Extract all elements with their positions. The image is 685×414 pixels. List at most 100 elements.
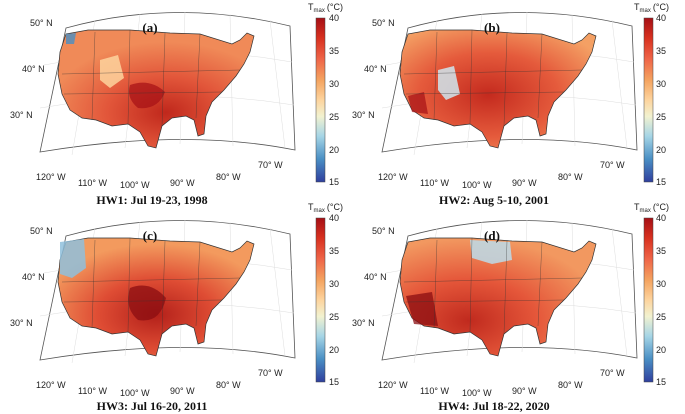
cool-patch-north-plains — [470, 240, 512, 264]
colorbar-tick: 35 — [656, 46, 666, 56]
hot-core-southern-plains — [128, 285, 166, 321]
colorbar-title: Tmax (°C) — [308, 2, 343, 14]
lon-label-80: 80° W — [216, 172, 241, 182]
colorbar-scale — [315, 17, 326, 183]
colorbar-tick: 20 — [656, 345, 666, 355]
colorbar-title: Tmax (°C) — [634, 2, 669, 14]
lon-label-90: 90° W — [512, 386, 537, 396]
colorbar-tick: 20 — [329, 145, 339, 155]
colorbar-scale — [315, 217, 326, 383]
lon-label-90: 90° W — [170, 178, 195, 188]
us-heat-map — [399, 29, 597, 149]
lon-label-110: 110° W — [420, 178, 449, 188]
lon-label-120: 120° W — [36, 380, 66, 390]
lat-label-50: 50° N — [372, 226, 395, 236]
lon-label-110: 110° W — [78, 178, 107, 188]
colorbar-tick: 40 — [656, 13, 666, 23]
state-borders — [403, 237, 583, 335]
lat-label-40: 40° N — [364, 272, 387, 282]
panel-label: (c) — [143, 228, 157, 243]
map-frame — [381, 220, 638, 361]
map-frame — [39, 220, 296, 361]
colorbar-d: Tmax (°C) 40 35 30 25 20 15 — [634, 202, 669, 387]
us-heat-map — [399, 237, 597, 357]
colorbar-tick: 30 — [329, 279, 339, 289]
map-frame — [39, 12, 296, 153]
cool-patch-nw — [66, 33, 76, 44]
lat-label-50: 50° N — [30, 226, 53, 236]
lon-label-70: 70° W — [600, 160, 625, 170]
colorbar-scale — [643, 217, 654, 383]
colorbar-tick: 35 — [329, 246, 339, 256]
lon-label-70: 70° W — [258, 368, 283, 378]
lat-label-50: 50° N — [30, 18, 53, 28]
colorbar-title: Tmax (°C) — [634, 202, 669, 214]
lon-label-120: 120° W — [36, 172, 66, 182]
colorbar-tick: 25 — [329, 312, 339, 322]
panel-b: (b) 50° N 40° N 30° N 120° W 110° W 100°… — [352, 11, 638, 207]
colorbar-title: Tmax (°C) — [308, 202, 343, 214]
lon-label-110: 110° W — [420, 386, 449, 396]
colorbar-tick: 15 — [656, 177, 666, 187]
lon-label-120: 120° W — [378, 380, 408, 390]
colorbar-scale — [643, 17, 654, 183]
hot-core-plains — [129, 82, 165, 109]
colorbar-c: Tmax (°C) 40 35 30 25 20 15 — [308, 202, 343, 387]
lon-label-70: 70° W — [600, 368, 625, 378]
colorbar-tick: 15 — [329, 177, 339, 187]
colorbar-tick: 30 — [329, 79, 339, 89]
lon-label-70: 70° W — [258, 160, 283, 170]
lat-label-30: 30° N — [352, 318, 375, 328]
lat-label-50: 50° N — [372, 18, 395, 28]
lon-label-80: 80° W — [216, 380, 241, 390]
panel-d: (d) 50° N 40° N 30° N 120° W 110° W 100°… — [352, 219, 638, 413]
colorbar-b: Tmax (°C) 40 35 30 25 20 15 — [634, 2, 669, 187]
lat-label-40: 40° N — [22, 272, 45, 282]
panel-caption: HW4: Jul 18-22, 2020 — [438, 399, 549, 413]
panel-a: (a) 50° N 40° N 30° N 120° W 110° W 100°… — [10, 11, 296, 207]
lat-label-40: 40° N — [22, 64, 45, 74]
lon-label-90: 90° W — [512, 178, 537, 188]
hot-core-southwest — [406, 292, 438, 326]
lon-label-120: 120° W — [378, 172, 408, 182]
lat-label-40: 40° N — [364, 64, 387, 74]
lon-label-110: 110° W — [78, 386, 107, 396]
lon-label-80: 80° W — [558, 172, 583, 182]
colorbar-tick: 40 — [656, 213, 666, 223]
colorbar-tick: 35 — [656, 246, 666, 256]
colorbar-tick: 15 — [329, 377, 339, 387]
panel-label: (a) — [142, 20, 157, 35]
panel-caption: HW3: Jul 16-20, 2011 — [97, 399, 208, 413]
colorbar-a: Tmax (°C) 40 35 30 25 20 15 — [308, 2, 343, 187]
hot-core-southwest — [408, 92, 428, 114]
panel-c: (c) 50° N 40° N 30° N 120° W 110° W 100°… — [10, 219, 296, 413]
colorbar-tick: 30 — [656, 79, 666, 89]
lon-label-100: 100° W — [120, 180, 150, 190]
lon-label-100: 100° W — [462, 388, 492, 398]
map-frame — [381, 12, 638, 153]
colorbar-tick: 25 — [656, 312, 666, 322]
state-borders — [403, 29, 583, 127]
lon-label-100: 100° W — [120, 388, 150, 398]
state-borders — [61, 237, 241, 335]
colorbar-tick: 20 — [329, 345, 339, 355]
panel-caption: HW1: Jul 19-23, 1998 — [96, 193, 207, 207]
state-borders — [61, 29, 241, 127]
colorbar-tick: 30 — [656, 279, 666, 289]
lon-label-100: 100° W — [462, 180, 492, 190]
colorbar-tick: 40 — [329, 13, 339, 23]
lon-label-90: 90° W — [170, 386, 195, 396]
panel-label: (d) — [484, 228, 500, 243]
colorbar-tick: 35 — [329, 46, 339, 56]
cool-patch-rockies — [100, 55, 124, 88]
lat-label-30: 30° N — [10, 318, 33, 328]
colorbar-tick: 25 — [656, 112, 666, 122]
cool-patch-rockies — [438, 66, 460, 100]
colorbar-tick: 20 — [656, 145, 666, 155]
lon-label-80: 80° W — [558, 380, 583, 390]
colorbar-tick: 25 — [329, 112, 339, 122]
lat-label-30: 30° N — [352, 110, 375, 120]
cool-patch-northwest — [60, 239, 86, 278]
panel-caption: HW2: Aug 5-10, 2001 — [439, 193, 549, 207]
